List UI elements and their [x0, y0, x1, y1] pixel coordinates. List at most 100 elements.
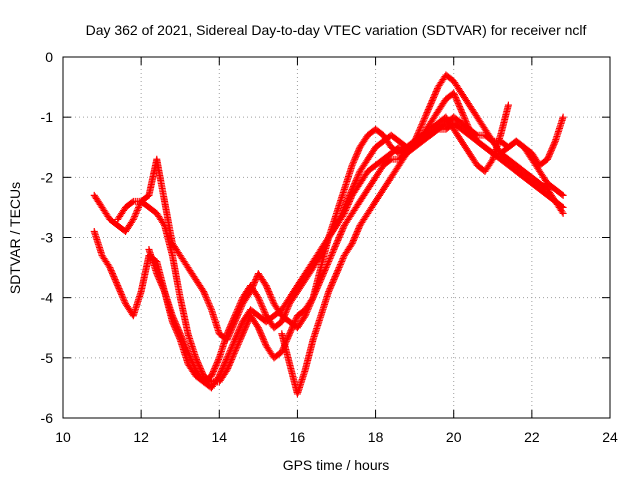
data-point-trail: [365, 162, 378, 174]
data-point-trail: [365, 145, 379, 162]
data-point-trail: [318, 259, 332, 282]
data-point-trail: [529, 174, 542, 186]
data-point-trail: [380, 175, 394, 192]
data-point: [223, 354, 231, 362]
data-point-trail: [192, 355, 207, 378]
data-point-trail: [310, 247, 324, 264]
data-point-trail: [357, 211, 371, 228]
data-point-trail: [138, 198, 152, 210]
data-point-trail: [271, 307, 284, 319]
data-point-trail: [404, 139, 418, 156]
data-point-trail: [278, 301, 293, 324]
data-point-trail: [544, 187, 558, 204]
data-point-trail: [466, 151, 480, 168]
data-point-trail: [420, 131, 432, 139]
data-point-trail: [91, 193, 105, 210]
data-point-trail: [333, 211, 347, 228]
data-point: [286, 330, 294, 338]
data-point-trail: [381, 150, 394, 162]
data-point-trail: [232, 295, 246, 318]
data-point: [168, 312, 176, 320]
data-point-trail: [216, 331, 231, 360]
data-point-trail: [389, 132, 402, 144]
data-point-trail: [153, 157, 168, 204]
data-point: [504, 101, 512, 109]
data-point-trail: [161, 199, 176, 246]
data-point-trail: [545, 180, 558, 192]
data-point-trail: [193, 277, 207, 294]
data-point-trail: [255, 325, 270, 348]
data-point-trail: [302, 337, 317, 372]
data-point-trail: [341, 163, 356, 192]
data-point-trail: [263, 313, 277, 325]
data-point-trail: [443, 72, 456, 84]
data-point-trail: [185, 361, 199, 378]
data-point-trail: [459, 126, 472, 138]
x-tick-label: 14: [211, 429, 227, 445]
data-point-trail: [208, 373, 222, 390]
data-point-trail: [99, 253, 113, 270]
data-point-trail: [341, 193, 355, 216]
data-point-trail: [224, 313, 238, 336]
data-point-trail: [200, 289, 215, 312]
data-point-trail: [553, 186, 566, 198]
data-point-trail: [498, 156, 511, 168]
data-point-trail: [325, 271, 340, 294]
y-tick-label: -5: [41, 350, 54, 366]
data-point: [450, 89, 458, 97]
data-point-trail: [271, 349, 284, 361]
data-point-trail: [537, 156, 550, 168]
data-point-trail: [451, 127, 465, 144]
data-point: [559, 209, 567, 217]
data-point: [184, 348, 192, 356]
x-tick-label: 18: [368, 429, 384, 445]
data-point-trail: [537, 180, 550, 192]
data-point: [426, 101, 434, 109]
data-point-trail: [381, 156, 394, 168]
data-point-trail: [279, 295, 293, 312]
data-point: [254, 294, 262, 302]
data-point: [309, 294, 317, 302]
data-point-trail: [349, 181, 363, 198]
data-point-trail: [544, 139, 559, 162]
data-point: [317, 276, 325, 284]
data-point: [543, 155, 551, 163]
data-point-trail: [114, 283, 129, 306]
data-point-trail: [411, 121, 426, 144]
data-point-trail: [145, 247, 160, 276]
data-point-trail: [467, 126, 480, 138]
data-point-trail: [123, 198, 136, 210]
data-point-trail: [302, 265, 316, 282]
data-point-trail: [201, 373, 214, 385]
x-tick-label: 10: [55, 429, 71, 445]
data-point-trail: [428, 126, 441, 138]
data-point: [106, 264, 114, 272]
data-point-trail: [130, 289, 145, 318]
data-point-trail: [357, 169, 371, 186]
data-point-trail: [451, 114, 464, 126]
data-point-trail: [349, 169, 363, 192]
data-point-trail: [99, 205, 113, 222]
x-tick-label: 12: [133, 429, 149, 445]
data-point-trail: [428, 120, 441, 132]
data-point-trail: [333, 223, 348, 246]
data-point-trail: [412, 138, 425, 150]
data-point: [340, 209, 348, 217]
data-point-trail: [248, 307, 261, 319]
data-point-trail: [169, 313, 184, 336]
data-point-trail: [373, 163, 386, 180]
data-point-trail: [177, 295, 192, 336]
x-axis-label: GPS time / hours: [283, 457, 390, 473]
data-point-trail: [294, 277, 308, 294]
data-point-trail: [193, 367, 207, 384]
data-point-trail: [248, 313, 261, 330]
data-point-trail: [263, 283, 277, 306]
data-point-trail: [474, 115, 488, 132]
data-point-trail: [537, 169, 551, 186]
data-point-trail: [224, 349, 238, 372]
data-point-trail: [357, 157, 371, 174]
data-point-trail: [497, 103, 512, 138]
data-point-trail: [333, 253, 348, 276]
y-tick-label: -1: [41, 109, 54, 125]
data-point-trail: [451, 79, 465, 96]
